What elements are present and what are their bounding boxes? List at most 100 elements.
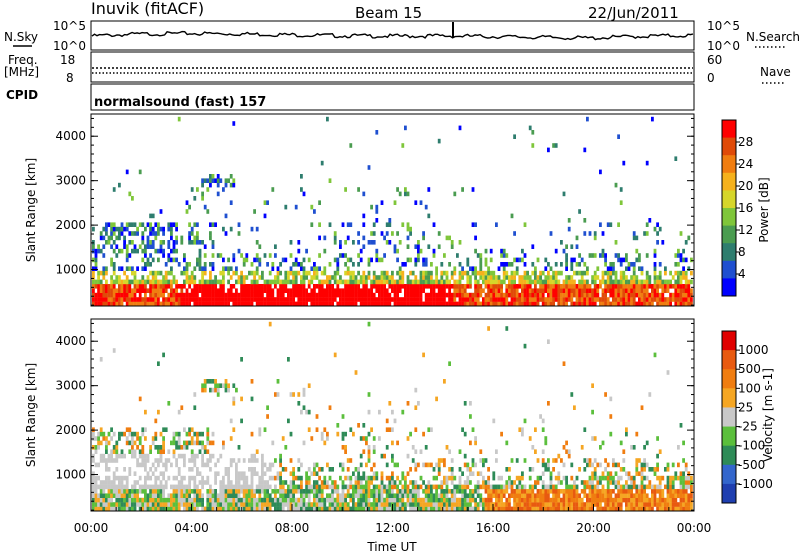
data-cell	[219, 506, 223, 512]
data-cell	[541, 493, 545, 498]
data-cell	[622, 449, 626, 454]
data-cell	[677, 275, 680, 280]
data-cell	[391, 458, 394, 463]
data-cell	[112, 279, 116, 285]
data-cell	[682, 502, 685, 507]
data-cell	[635, 458, 639, 463]
data-cell	[534, 266, 537, 271]
data-cell	[110, 231, 113, 236]
data-cell	[643, 297, 646, 302]
data-cell	[128, 427, 132, 432]
data-cell	[196, 222, 199, 227]
data-cell	[622, 493, 626, 498]
data-cell	[266, 262, 269, 267]
data-cell	[476, 292, 480, 298]
xtick-label: 08:00	[275, 521, 310, 535]
data-cell	[632, 266, 636, 271]
data-cell	[479, 449, 483, 454]
data-cell	[515, 257, 519, 263]
data-cell	[547, 301, 550, 307]
data-cell	[445, 301, 449, 307]
data-cell	[183, 292, 186, 298]
data-cell	[357, 423, 360, 428]
data-cell	[357, 297, 360, 302]
data-cell	[115, 226, 119, 232]
data-cell	[609, 506, 613, 512]
data-cell	[206, 427, 210, 432]
data-cell	[253, 497, 256, 503]
data-cell	[354, 297, 358, 302]
data-cell	[300, 301, 303, 307]
data-cell	[536, 475, 540, 481]
data-cell	[177, 480, 181, 485]
data-cell	[287, 357, 290, 362]
data-cell	[157, 248, 160, 254]
data-cell	[99, 284, 103, 289]
data-cell	[175, 257, 178, 263]
data-cell	[617, 222, 620, 227]
data-cell	[274, 489, 277, 494]
data-cell	[154, 222, 158, 227]
data-cell	[180, 284, 184, 289]
data-cell	[536, 257, 540, 263]
data-cell	[229, 266, 233, 271]
data-cell	[617, 462, 620, 468]
data-cell	[261, 288, 264, 293]
data-cell	[526, 292, 529, 298]
data-cell	[110, 284, 113, 289]
data-cell	[606, 222, 610, 227]
data-cell	[593, 288, 597, 293]
data-cell	[521, 284, 524, 289]
station-title: Inuvik (fitACF)	[91, 0, 204, 18]
xtick-label: 00:00	[74, 521, 109, 535]
data-cell	[612, 506, 615, 512]
data-cell	[159, 279, 163, 285]
data-cell	[175, 288, 178, 293]
data-cell	[131, 288, 134, 293]
time-xlabel: Time UT	[366, 540, 417, 554]
data-cell	[102, 270, 106, 276]
data-cell	[476, 270, 480, 276]
data-cell	[203, 445, 207, 450]
data-cell	[463, 484, 467, 490]
data-cell	[292, 467, 295, 472]
data-cell	[635, 248, 639, 254]
data-cell	[183, 301, 186, 307]
data-cell	[159, 480, 163, 485]
data-cell	[359, 462, 363, 468]
data-cell	[604, 257, 607, 263]
data-cell	[417, 301, 420, 307]
data-cell	[565, 493, 568, 498]
data-cell	[617, 284, 620, 289]
data-cell	[289, 502, 293, 507]
data-cell	[297, 489, 301, 494]
data-cell	[411, 489, 415, 494]
data-cell	[604, 497, 607, 503]
data-cell	[237, 297, 241, 302]
data-cell	[149, 288, 152, 293]
data-cell	[586, 493, 589, 498]
data-cell	[638, 497, 641, 503]
data-cell	[149, 262, 152, 267]
data-cell	[471, 506, 475, 512]
data-cell	[359, 297, 363, 302]
data-cell	[487, 480, 490, 485]
data-cell	[149, 231, 152, 236]
data-cell	[518, 292, 522, 298]
data-cell	[541, 489, 545, 494]
data-cell	[235, 467, 238, 472]
data-cell	[188, 292, 191, 298]
data-cell	[508, 475, 511, 481]
data-cell	[154, 497, 158, 503]
data-cell	[279, 493, 282, 498]
data-cell	[123, 240, 126, 245]
data-cell	[253, 209, 256, 214]
data-cell	[201, 475, 204, 481]
data-cell	[245, 253, 249, 258]
data-cell	[648, 297, 652, 302]
data-cell	[656, 497, 659, 503]
data-cell	[258, 257, 262, 263]
data-cell	[583, 297, 587, 302]
data-cell	[370, 506, 373, 512]
data-cell	[170, 226, 173, 232]
